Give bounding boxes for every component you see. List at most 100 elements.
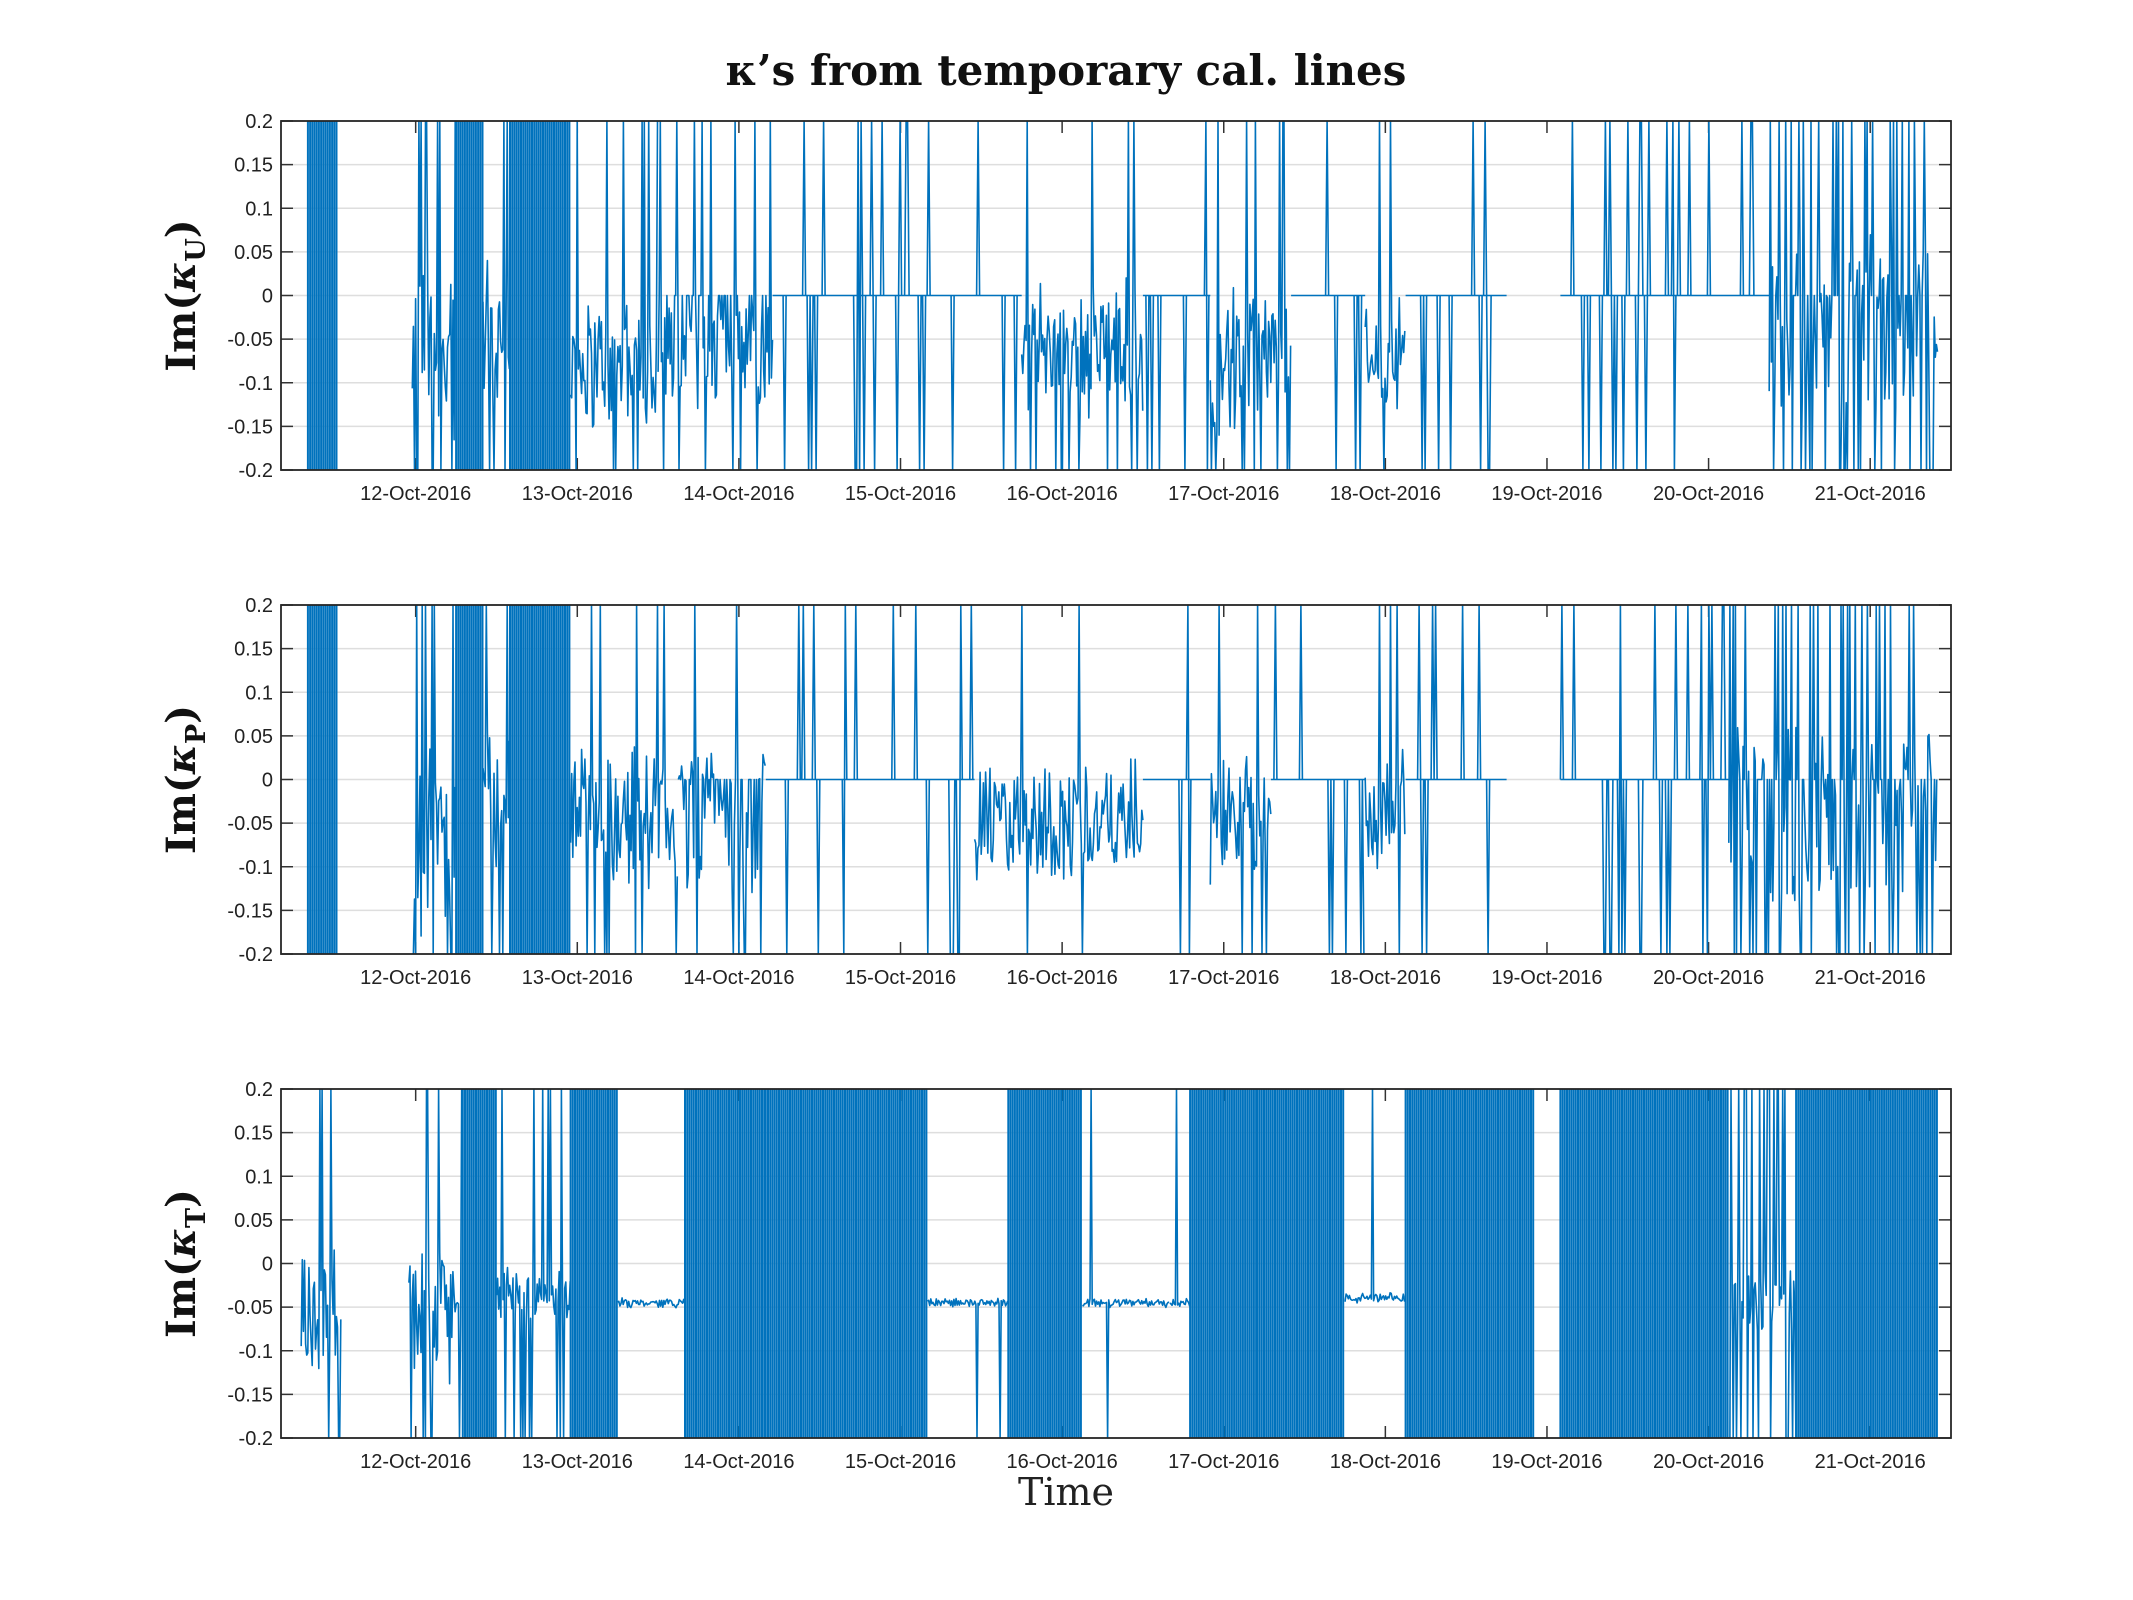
- y-tick-label: 0: [262, 286, 273, 308]
- x-tick-label: 14-Oct-2016: [683, 967, 794, 989]
- series-line: [1364, 121, 1406, 470]
- series-segment: [482, 605, 511, 954]
- series-segment: [1728, 605, 1938, 954]
- series-segment: [411, 121, 456, 470]
- series-line: [684, 1089, 766, 1438]
- x-tick-label: 21-Oct-2016: [1815, 483, 1926, 505]
- series-line: [1270, 605, 1366, 954]
- x-tick-label: 15-Oct-2016: [845, 967, 956, 989]
- x-tick-label: 19-Oct-2016: [1491, 1451, 1602, 1473]
- y-tick-label: -0.05: [227, 329, 273, 351]
- y-label-subscript: P: [181, 724, 212, 744]
- series-line: [1169, 1089, 1191, 1308]
- series-segment: [1209, 121, 1292, 470]
- x-tick-label: 12-Oct-2016: [360, 483, 471, 505]
- y-tick-label: -0.15: [227, 416, 273, 438]
- series-segment: [408, 1089, 463, 1438]
- series-segment: [461, 1089, 497, 1438]
- series-segment: [509, 605, 571, 954]
- series-segment: [684, 1089, 766, 1438]
- x-tick-label: 14-Oct-2016: [683, 1451, 794, 1473]
- x-tick-label: 16-Oct-2016: [1007, 1451, 1118, 1473]
- series-line: [1560, 121, 1770, 470]
- series-segment: [455, 121, 484, 470]
- series-segment: [1559, 1089, 1729, 1438]
- series-line: [927, 1297, 1009, 1438]
- axes-frame: [280, 1088, 1952, 1439]
- series-segment: [1007, 1089, 1082, 1438]
- y-label-prefix: Im(: [158, 292, 205, 372]
- y-tick-label: -0.05: [227, 813, 273, 835]
- series-segment: [1795, 1089, 1938, 1438]
- data-series: [306, 121, 1939, 470]
- x-tick-label: 12-Oct-2016: [360, 967, 471, 989]
- series-segment: [973, 605, 1144, 954]
- y-label-prefix: Im(: [158, 1258, 205, 1338]
- series-line: [1209, 605, 1272, 954]
- series-segment: [1020, 121, 1144, 470]
- series-segment: [677, 605, 766, 954]
- y-tick-label: 0: [262, 1254, 273, 1276]
- y-tick-label: -0.05: [227, 1297, 273, 1319]
- y-tick-label: 0.05: [234, 1210, 273, 1232]
- y-tick-label: -0.2: [239, 944, 273, 966]
- x-tick-label: 20-Oct-2016: [1653, 1451, 1764, 1473]
- series-line: [973, 605, 1144, 954]
- series-line: [482, 121, 511, 470]
- y-tick-label: -0.1: [239, 373, 273, 395]
- series-segment: [1082, 1089, 1170, 1438]
- x-tick-label: 18-Oct-2016: [1330, 967, 1441, 989]
- series-line: [1405, 121, 1507, 470]
- y-label-subscript: U: [181, 238, 212, 262]
- series-line: [1256, 1089, 1345, 1438]
- series-line: [1189, 1089, 1258, 1438]
- x-tick-label: 17-Oct-2016: [1168, 967, 1279, 989]
- series-line: [1142, 605, 1211, 954]
- series-line: [1405, 605, 1507, 954]
- y-axis-label: Im(κU): [158, 219, 212, 371]
- series-line: [765, 605, 975, 954]
- series-segment: [1142, 605, 1211, 954]
- series-segment: [1364, 605, 1406, 954]
- y-tick-label: 0.1: [245, 1166, 273, 1188]
- series-segment: [1169, 1089, 1191, 1308]
- x-tick-label: 21-Oct-2016: [1815, 1451, 1926, 1473]
- series-line: [1209, 121, 1292, 470]
- x-tick-label: 18-Oct-2016: [1330, 1451, 1441, 1473]
- x-tick-label: 19-Oct-2016: [1491, 483, 1602, 505]
- series-line: [306, 605, 338, 954]
- series-line: [1728, 1089, 1797, 1438]
- series-line: [1344, 1089, 1407, 1304]
- series-line: [569, 1089, 618, 1438]
- y-tick-label: 0.2: [245, 595, 273, 617]
- series-segment: [412, 605, 456, 954]
- y-tick-label: 0: [262, 770, 273, 792]
- series-line: [764, 1089, 928, 1438]
- axes-3: 0.2 0.15 0.1 0.05 0 -0.05 -0.1 -0.15 -0.2 12-Oct-…: [158, 1079, 1952, 1473]
- series-segment: [1560, 121, 1770, 470]
- y-label-subscript: T: [181, 1208, 212, 1228]
- series-segment: [764, 1089, 928, 1438]
- series-line: [1768, 121, 1939, 470]
- series-line: [300, 1089, 342, 1438]
- series-line: [677, 605, 766, 954]
- series-line: [569, 605, 679, 954]
- series-line: [408, 1089, 463, 1438]
- x-tick-label: 15-Oct-2016: [845, 483, 956, 505]
- series-line: [1142, 121, 1211, 470]
- series-line: [509, 121, 571, 470]
- axes-container: 0.2 0.15 0.1 0.05 0 -0.05 -0.1 -0.15 -0.2 12-Oct-…: [158, 111, 1952, 1473]
- y-tick-label: 0.1: [245, 682, 273, 704]
- series-segment: [569, 605, 679, 954]
- series-segment: [1768, 121, 1939, 470]
- series-segment: [455, 605, 484, 954]
- series-segment: [1291, 121, 1366, 470]
- x-tick-label: 21-Oct-2016: [1815, 967, 1926, 989]
- series-segment: [1364, 121, 1406, 470]
- series-segment: [569, 121, 659, 470]
- series-segment: [495, 1089, 571, 1438]
- x-tick-label: 16-Oct-2016: [1007, 967, 1118, 989]
- x-tick-label: 13-Oct-2016: [522, 483, 633, 505]
- series-segment: [657, 121, 774, 470]
- series-segment: [1209, 605, 1272, 954]
